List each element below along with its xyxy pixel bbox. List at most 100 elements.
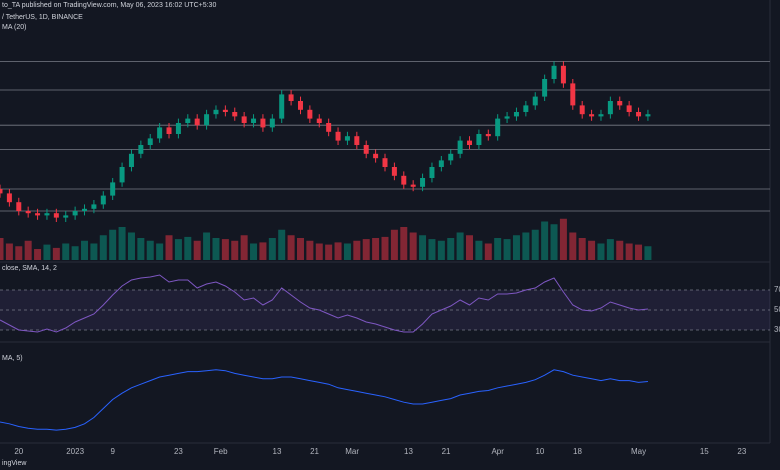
volume-bar [381, 236, 389, 260]
x-tick-label: Feb [214, 447, 228, 456]
lower-label: MA, 5) [2, 355, 23, 362]
candle-body [297, 101, 303, 110]
candle-body [35, 213, 41, 216]
candle-body [560, 65, 566, 84]
x-tick-label: 13 [273, 447, 282, 456]
candle-body [344, 136, 350, 141]
candle-body [485, 134, 491, 137]
volume-bar [343, 243, 351, 260]
candle-body [438, 160, 444, 167]
y-tick-label: 50 [774, 305, 780, 314]
volume-bar [578, 238, 586, 260]
candle-body [326, 123, 332, 132]
volume-bar [635, 244, 643, 260]
candle-body [6, 193, 12, 203]
candle-body [100, 195, 106, 205]
volume-bar [390, 229, 398, 260]
volume-bar [296, 238, 304, 260]
x-tick-label: 21 [310, 447, 319, 456]
x-tick-label: Mar [345, 447, 359, 456]
volume-bar [334, 242, 342, 260]
candle-body [204, 114, 210, 126]
volume-bar [15, 246, 23, 260]
candle-body [513, 112, 519, 117]
volume-bar [315, 243, 323, 260]
candle-body [213, 109, 219, 115]
candle-body [307, 109, 313, 119]
volume-bar [5, 243, 13, 260]
candle-body [166, 127, 172, 134]
candle-body [626, 105, 632, 112]
volume-bar [62, 243, 70, 260]
candle-body [429, 167, 435, 178]
volume-bar [81, 240, 89, 260]
x-tick-label: 13 [404, 447, 413, 456]
candle-body [551, 65, 557, 79]
candle-body [410, 184, 416, 187]
publish-info: to_TA published on TradingView.com, May … [2, 2, 216, 9]
volume-bar [475, 240, 483, 260]
candle-body [373, 153, 379, 159]
volume-bar [325, 244, 333, 260]
volume-bar [306, 240, 314, 260]
x-tick-label: 18 [573, 447, 582, 456]
candle-body [316, 118, 322, 123]
volume-bar [588, 240, 596, 260]
volume-bar [419, 235, 427, 260]
volume-bar [466, 235, 474, 260]
volume-bar [193, 240, 201, 260]
volume-bar [400, 227, 408, 260]
candle-body [448, 153, 454, 161]
volume-bar [644, 246, 652, 260]
volume-bar [184, 236, 192, 260]
volume-bar [437, 240, 445, 260]
volume-bar [99, 235, 107, 260]
candle-body [63, 215, 69, 218]
volume-bar [362, 239, 370, 260]
volume-bar [569, 232, 577, 260]
symbol-info: / TetherUS, 1D, BINANCE [2, 14, 83, 21]
candle-body [175, 123, 181, 134]
volume-bar [203, 232, 211, 260]
volume-bar [109, 229, 117, 260]
volume-bar [250, 243, 258, 260]
x-tick-label: 23 [174, 447, 183, 456]
candle-body [119, 167, 125, 183]
candle-body [147, 138, 153, 145]
volume-bar [353, 240, 361, 260]
volume-bar [625, 243, 633, 260]
volume-bar [550, 224, 558, 260]
candle-body [495, 118, 501, 137]
x-tick-label: 15 [700, 447, 709, 456]
candle-body [532, 96, 538, 106]
volume-bar [287, 235, 295, 260]
candle-body [279, 94, 285, 119]
volume-bar [90, 243, 98, 260]
volume-bar [597, 243, 605, 260]
candle-body [598, 114, 604, 117]
volume-bar [447, 238, 455, 260]
volume-ma-label: MA (20) [2, 24, 27, 31]
volume-bar [409, 232, 417, 260]
candle-body [363, 145, 369, 154]
candle-body [157, 127, 163, 139]
candle-body [138, 145, 144, 154]
volume-bar [259, 242, 267, 260]
indicator-line [0, 369, 648, 431]
candle-body [570, 83, 576, 106]
candle-body [260, 118, 266, 128]
candle-body [523, 105, 529, 112]
volume-bar [137, 238, 145, 260]
candle-body [335, 131, 341, 141]
volume-bar [541, 221, 549, 260]
candle-body [241, 116, 247, 123]
candle-body [72, 211, 78, 216]
volume-bar [52, 247, 60, 260]
candle-body [110, 182, 116, 196]
volume-bar [165, 235, 173, 260]
candle-body [53, 213, 59, 218]
candle-body [194, 118, 200, 126]
candle-body [222, 109, 228, 112]
